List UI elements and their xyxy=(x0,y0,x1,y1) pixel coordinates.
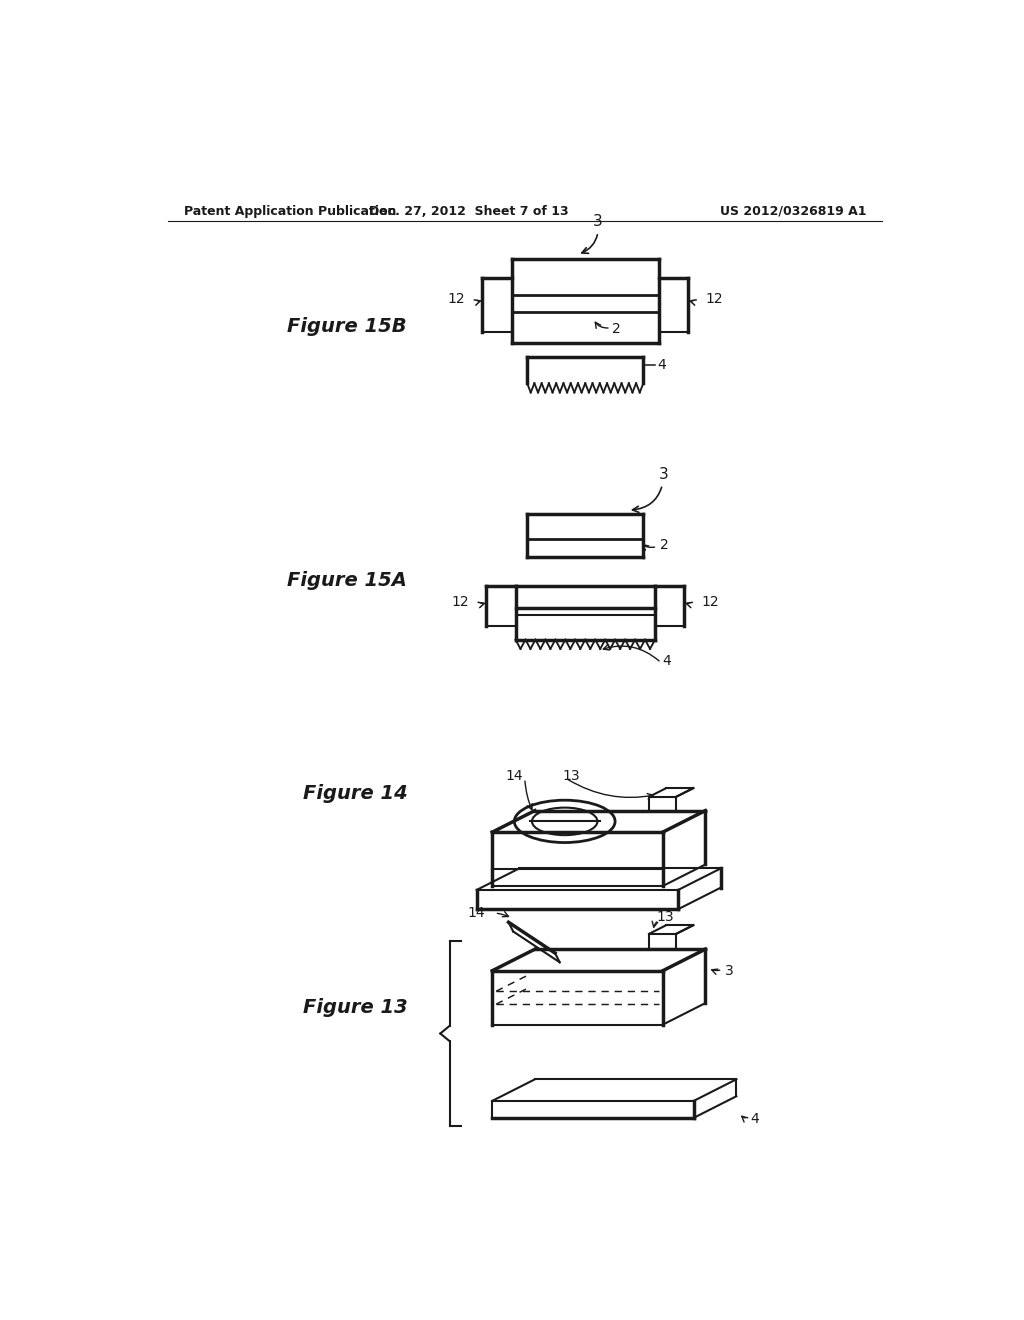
Text: 2: 2 xyxy=(660,539,669,552)
Text: 4: 4 xyxy=(663,655,672,668)
Text: Figure 15B: Figure 15B xyxy=(287,317,407,335)
Text: Patent Application Publication: Patent Application Publication xyxy=(183,205,396,218)
Text: 13: 13 xyxy=(562,770,580,783)
Text: Figure 14: Figure 14 xyxy=(303,784,408,803)
Text: 4: 4 xyxy=(751,1111,759,1126)
Text: 12: 12 xyxy=(447,292,465,306)
Text: Dec. 27, 2012  Sheet 7 of 13: Dec. 27, 2012 Sheet 7 of 13 xyxy=(370,205,569,218)
Text: 14: 14 xyxy=(506,770,523,783)
Text: 4: 4 xyxy=(657,358,666,372)
Text: 3: 3 xyxy=(725,964,733,978)
Text: Figure 13: Figure 13 xyxy=(303,998,408,1016)
Text: 14: 14 xyxy=(468,906,485,920)
Text: 13: 13 xyxy=(657,909,675,924)
Text: Figure 15A: Figure 15A xyxy=(287,570,407,590)
Text: US 2012/0326819 A1: US 2012/0326819 A1 xyxy=(720,205,866,218)
Text: 2: 2 xyxy=(612,322,622,337)
Text: 3: 3 xyxy=(633,467,669,512)
Text: 12: 12 xyxy=(706,292,723,306)
Text: 12: 12 xyxy=(452,595,469,609)
Text: 3: 3 xyxy=(582,214,603,253)
Text: 12: 12 xyxy=(701,595,719,609)
